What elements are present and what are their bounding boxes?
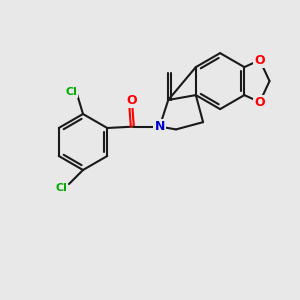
Text: O: O — [254, 54, 265, 67]
Text: O: O — [254, 96, 265, 109]
Text: Cl: Cl — [55, 183, 67, 193]
Text: O: O — [127, 94, 137, 106]
Text: Cl: Cl — [65, 87, 77, 97]
Text: N: N — [154, 120, 165, 133]
